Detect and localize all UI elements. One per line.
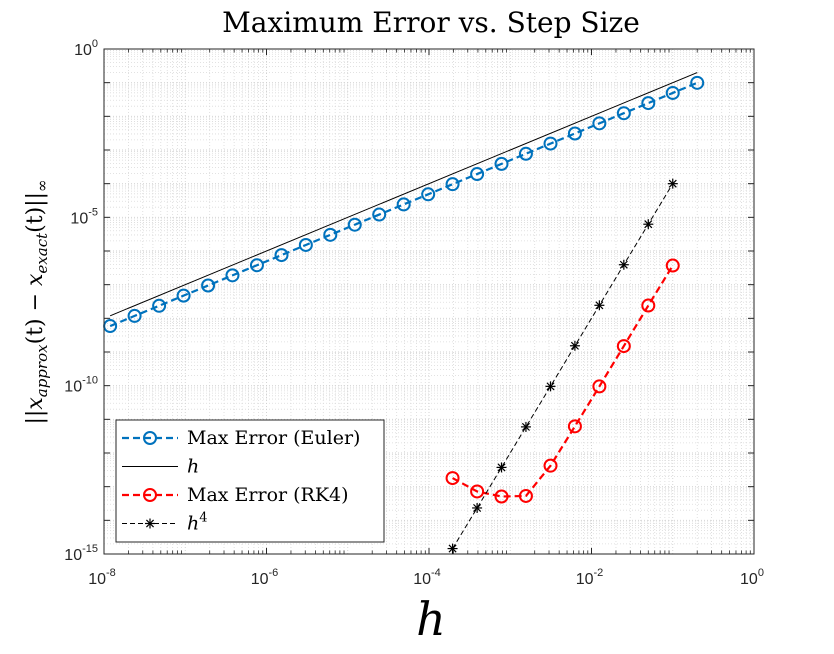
series-0-point (592, 116, 607, 131)
series-0-point (470, 167, 485, 182)
series-0-point (494, 156, 509, 171)
series-0-point (372, 207, 387, 222)
legend-label-0: Max Error (Euler) (187, 427, 360, 449)
series-3-point (520, 421, 531, 432)
series-0-point (445, 177, 460, 192)
legend-label-2: Max Error (RK4) (187, 484, 349, 506)
series-3-point (545, 381, 556, 392)
legend-marker-0 (143, 431, 157, 445)
series-3-point (569, 340, 580, 351)
legend-label-3: h4 (187, 511, 208, 535)
series-2 (445, 258, 680, 504)
legend-box (115, 419, 385, 543)
series-0-point (421, 187, 436, 202)
series-2-point (592, 379, 607, 394)
series-0-point (543, 136, 558, 151)
legend-marker-2 (143, 488, 157, 502)
series-0-point (274, 248, 289, 263)
series-0-point (665, 85, 680, 100)
series-0-point (641, 96, 656, 111)
series-2-point (567, 419, 582, 434)
x-tick-label: 10-2 (576, 567, 604, 588)
y-axis-label: ||xapprox(t) − xexact(t)||∞ (23, 180, 51, 425)
x-tick-label: 100 (740, 567, 764, 588)
series-0-point (347, 217, 362, 232)
legend: Max Error (Euler) h Max Error (RK4) h4 (115, 419, 385, 543)
y-label-open: || (23, 410, 48, 425)
series-3-point (447, 543, 458, 554)
legend-marker-3 (145, 518, 155, 529)
series-3 (447, 178, 678, 554)
series-0-point (690, 75, 705, 90)
series-0-line (109, 81, 698, 328)
series-0-point (323, 227, 338, 242)
chart-title: Maximum Error vs. Step Size (222, 6, 640, 39)
series-3-point (618, 259, 629, 270)
series-3-point (472, 502, 483, 513)
series-0 (103, 75, 705, 334)
series-2-point (616, 339, 631, 354)
x-tick-label: 10-6 (251, 567, 279, 588)
series-0-point (616, 106, 631, 121)
y-tick-label: 100 (74, 38, 98, 59)
series-2-point (470, 484, 485, 499)
series-0-point (127, 308, 142, 323)
series-0-point (176, 288, 191, 303)
series-0-point (396, 197, 411, 212)
series-0-point (298, 237, 313, 252)
series-2-point (543, 458, 558, 473)
series-2-point (518, 488, 533, 503)
series-0-point (518, 146, 533, 161)
x-axis-label: h (416, 592, 446, 646)
y-label-mid: (t) − (23, 286, 48, 344)
series-0-point (249, 258, 264, 273)
series-0-point (201, 278, 216, 293)
series-0-point (152, 298, 167, 313)
y-label-sub-exact: exact (33, 232, 51, 274)
series-1 (109, 72, 698, 317)
y-tick-label: 10-15 (64, 543, 98, 564)
y-label-x2: x (23, 273, 48, 286)
x-tick-labels: 10-8 10-6 10-4 10-2 100 (88, 567, 764, 588)
y-tick-labels: 100 10-5 10-10 10-15 (64, 38, 98, 564)
y-label-close: (t)|| (23, 192, 48, 233)
series-3-point (667, 178, 678, 189)
series-3-point (496, 462, 507, 473)
series-2-point (445, 471, 460, 486)
y-tick-label: 10-10 (64, 375, 98, 396)
series-2-point (494, 489, 509, 504)
series-3-point (643, 219, 654, 230)
series-3-line (452, 183, 674, 549)
series-0-point (225, 268, 240, 283)
x-tick-label: 10-4 (413, 567, 441, 588)
y-tick-label: 10-5 (70, 206, 98, 227)
legend-label-1: h (187, 456, 199, 478)
series-2-point (641, 298, 656, 313)
tick-marks (103, 48, 755, 555)
x-tick-label: 10-8 (88, 567, 116, 588)
y-label-norm: ∞ (33, 180, 51, 193)
y-label-sub-approx: approx (33, 344, 51, 397)
series-2-line (452, 264, 674, 498)
y-label-x1: x (23, 397, 48, 410)
series-1-line (109, 72, 698, 317)
series-0-point (567, 126, 582, 141)
series-layer (103, 72, 705, 554)
series-2-point (665, 258, 680, 273)
series-3-point (594, 300, 605, 311)
